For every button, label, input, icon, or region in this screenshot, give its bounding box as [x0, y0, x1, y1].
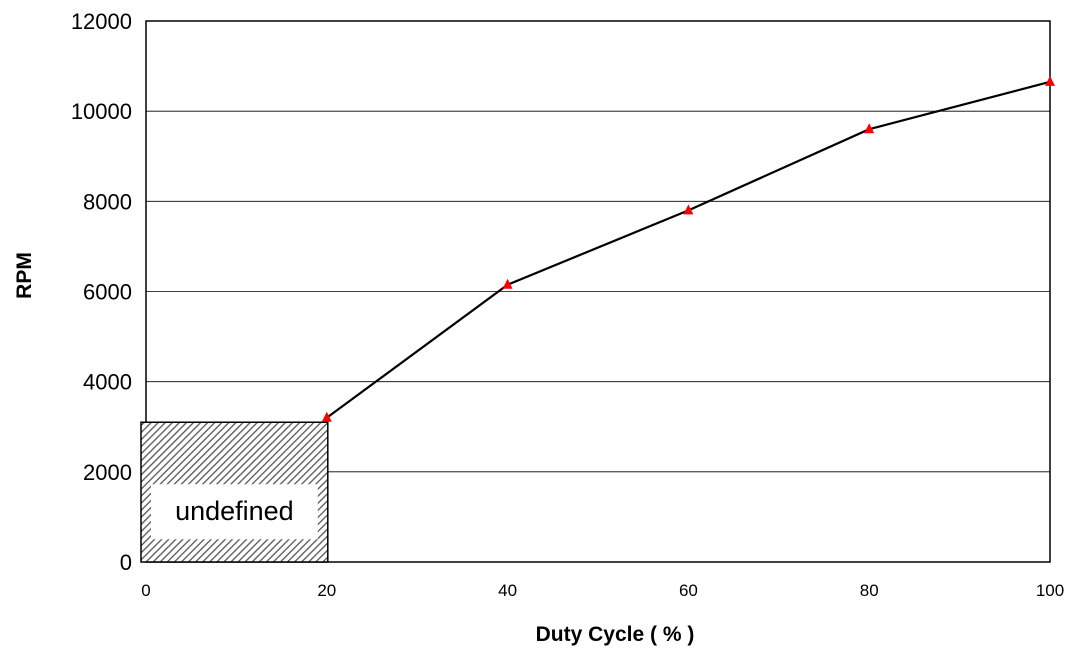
y-tick-label: 2000 [83, 460, 132, 485]
y-tick-label: 0 [120, 550, 132, 575]
y-tick-label: 12000 [71, 9, 132, 34]
x-tick-label: 80 [860, 581, 879, 600]
y-axis-label: RPM [13, 252, 36, 299]
y-tick-label: 4000 [83, 370, 132, 395]
data-point-marker [502, 278, 513, 289]
x-tick-label: 100 [1036, 581, 1064, 600]
undefined-label: undefined [175, 496, 294, 526]
data-point-marker [321, 411, 332, 422]
x-axis-ticks: 0 20 40 60 80 100 [141, 581, 1064, 600]
x-axis-label: Duty Cycle ( % ) [536, 623, 695, 646]
x-tick-label: 20 [317, 581, 336, 600]
plot-area [145, 20, 1051, 563]
y-axis-ticks: 0 2000 4000 6000 8000 10000 12000 [71, 9, 132, 575]
data-series [321, 75, 1055, 422]
data-point-marker [864, 123, 875, 134]
y-tick-label: 10000 [71, 99, 132, 124]
series-line [326, 80, 1051, 419]
data-point-marker [683, 204, 694, 215]
x-tick-label: 0 [141, 581, 150, 600]
undefined-label-background [151, 484, 318, 540]
y-tick-label: 8000 [83, 189, 132, 214]
undefined-region: undefined [140, 421, 329, 563]
x-tick-label: 40 [498, 581, 517, 600]
data-point-marker [1045, 75, 1055, 86]
x-tick-label: 60 [679, 581, 698, 600]
gridlines [146, 110, 1050, 473]
y-tick-label: 6000 [83, 280, 132, 305]
